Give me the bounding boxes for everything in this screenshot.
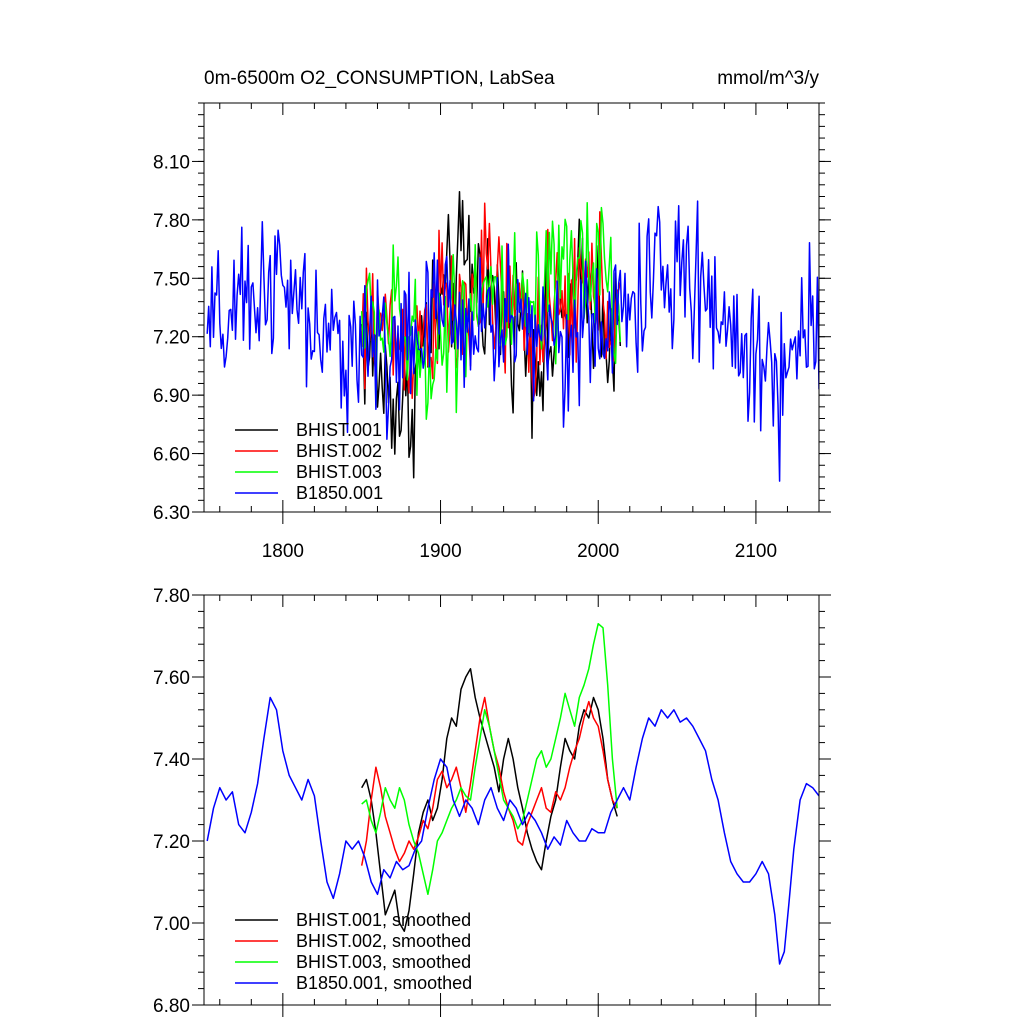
y-tick-label: 7.20 [153, 328, 190, 349]
legend-label: B1850.001, smoothed [296, 973, 472, 993]
legend-label: BHIST.001 [296, 420, 382, 440]
top-plot-frame [203, 102, 820, 513]
y-tick-label: 7.80 [153, 586, 190, 607]
top-ticks: 1800 1900 2000 2100 6.30 6.60 6.90 7.20 7.50 7.80… [153, 102, 831, 562]
legend-label: B1850.001 [296, 483, 383, 503]
y-tick-label: 6.60 [153, 445, 190, 466]
bottom-ticks: 6.80 7.00 7.20 7.40 7.60 7.80 [153, 586, 831, 1017]
x-tick-label: 2100 [735, 541, 777, 562]
top-panel: 0m-6500m O2_CONSUMPTION, LabSea mmol/m^3… [153, 68, 831, 562]
y-tick-label: 7.20 [153, 832, 190, 853]
chart-title: 0m-6500m O2_CONSUMPTION, LabSea [204, 68, 555, 89]
series-line-3 [361, 622, 618, 896]
x-tick-label: 1800 [262, 541, 304, 562]
y-tick-label: 7.40 [153, 750, 190, 771]
series-line-4 [206, 696, 819, 965]
bottom-panel: 6.80 7.00 7.20 7.40 7.60 7.80 BHIST.001, smoo… [153, 586, 831, 1017]
x-tick-label: 2000 [577, 541, 619, 562]
top-series-group [206, 190, 819, 482]
bottom-plot-frame [203, 594, 820, 1006]
y-tick-label: 7.60 [153, 668, 190, 689]
units-label: mmol/m^3/y [717, 68, 819, 89]
y-tick-label: 7.80 [153, 211, 190, 232]
legend-label: BHIST.003, smoothed [296, 952, 471, 972]
series-line-4 [206, 200, 819, 482]
legend-label: BHIST.003 [296, 462, 382, 482]
legend-label: BHIST.002, smoothed [296, 931, 471, 951]
y-tick-label: 6.90 [153, 386, 190, 407]
legend-label: BHIST.002 [296, 441, 382, 461]
y-tick-label: 7.50 [153, 269, 190, 290]
x-tick-label: 1900 [419, 541, 461, 562]
y-tick-label: 7.00 [153, 914, 190, 935]
series-line-1 [361, 668, 618, 932]
bottom-series-group [206, 622, 819, 965]
y-tick-label: 6.30 [153, 503, 190, 524]
series-line-3 [360, 201, 622, 420]
y-tick-label: 6.80 [153, 996, 190, 1017]
y-tick-label: 8.10 [153, 152, 190, 173]
legend-label: BHIST.001, smoothed [296, 910, 471, 930]
